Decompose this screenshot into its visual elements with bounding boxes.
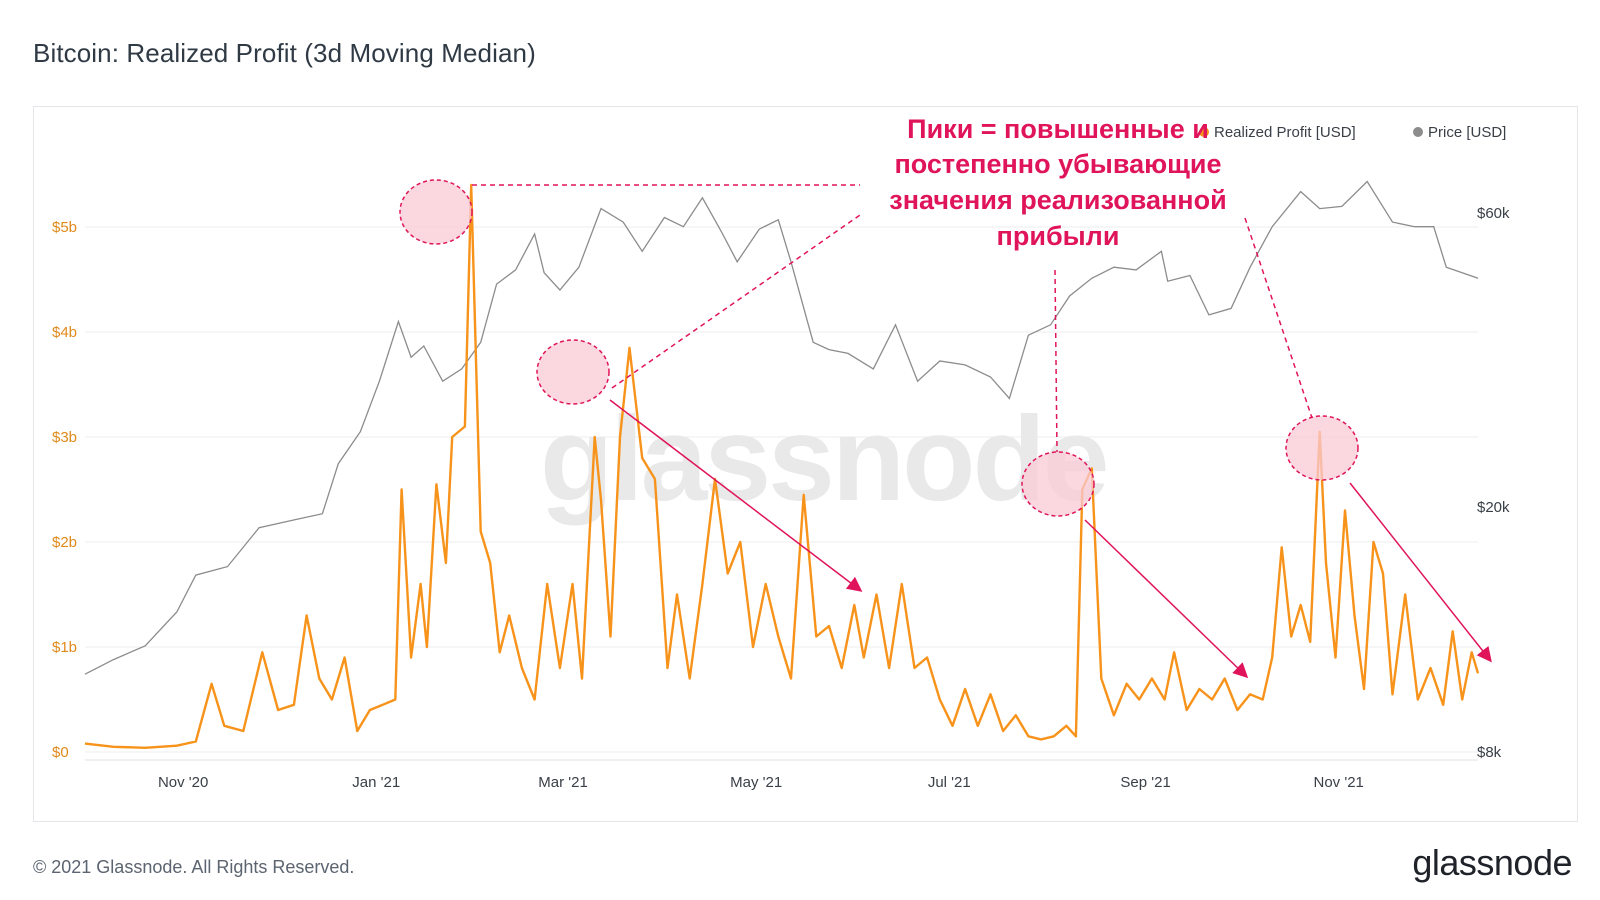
annotation-line: постепенно убывающие (894, 149, 1221, 179)
right-tick-label: $20k (1477, 499, 1510, 516)
decline-arrow (1084, 519, 1249, 679)
copyright: © 2021 Glassnode. All Rights Reserved. (33, 857, 355, 877)
peak-highlight-circle (536, 339, 610, 405)
dashed-trend-line (1054, 269, 1058, 453)
right-axis: $8k $20k $60k (1477, 205, 1510, 761)
left-tick-label: $5b (52, 219, 77, 236)
annotation-line: Пики = повышенные и (907, 114, 1209, 144)
x-tick-label: May '21 (730, 774, 782, 791)
x-tick-label: Nov '21 (1314, 774, 1364, 791)
annotations (399, 179, 1492, 679)
decline-arrow (609, 399, 863, 592)
right-tick-label: $8k (1477, 744, 1502, 761)
chart-panel (33, 106, 1578, 822)
left-tick-label: $1b (52, 639, 77, 656)
watermark: glassnode (540, 392, 1107, 526)
legend-price-label: Price [USD] (1428, 124, 1506, 141)
left-tick-label: $3b (52, 429, 77, 446)
peak-highlight-circle (1021, 451, 1095, 517)
right-tick-label: $60k (1477, 205, 1510, 222)
dashed-trend-line (1244, 217, 1313, 419)
left-axis: $0 $1b $2b $3b $4b $5b (52, 219, 77, 761)
annotation-line: значения реализованной (889, 185, 1226, 215)
left-tick-label: $0 (52, 744, 69, 761)
legend: Realized Profit [USD] Price [USD] (1199, 124, 1506, 141)
left-tick-label: $2b (52, 534, 77, 551)
legend-price-marker (1413, 127, 1423, 137)
x-tick-label: Jan '21 (352, 774, 400, 791)
grid-lines (85, 226, 1478, 761)
x-tick-label: Jul '21 (928, 774, 971, 791)
glassnode-logo: glassnode (1412, 842, 1572, 883)
x-tick-label: Nov '20 (158, 774, 208, 791)
chart-title: Bitcoin: Realized Profit (3d Moving Medi… (33, 38, 536, 68)
profit-series-line (84, 183, 1480, 749)
peak-highlight-circle (1285, 415, 1359, 481)
x-axis: Nov '20 Jan '21 Mar '21 May '21 Jul '21 Sep '… (158, 774, 1364, 791)
peak-highlight-circle (399, 179, 473, 245)
left-tick-label: $4b (52, 324, 77, 341)
legend-profit-label: Realized Profit [USD] (1214, 124, 1356, 141)
decline-arrow (1349, 482, 1492, 663)
x-tick-label: Mar '21 (538, 774, 588, 791)
legend-profit-marker (1199, 127, 1209, 137)
annotation-line: прибыли (997, 221, 1120, 251)
price-series-line (84, 180, 1479, 675)
annotation-text-block: Пики = повышенные и постепенно убывающие з… (889, 114, 1226, 251)
x-tick-label: Sep '21 (1120, 774, 1170, 791)
